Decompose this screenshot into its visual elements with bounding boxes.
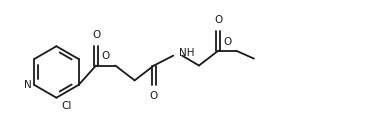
Text: NH: NH: [178, 48, 194, 58]
Text: O: O: [92, 30, 100, 40]
Text: O: O: [223, 37, 231, 47]
Text: O: O: [102, 51, 110, 61]
Text: O: O: [214, 15, 222, 25]
Text: O: O: [150, 91, 158, 101]
Text: N: N: [24, 80, 32, 90]
Text: Cl: Cl: [61, 101, 72, 111]
